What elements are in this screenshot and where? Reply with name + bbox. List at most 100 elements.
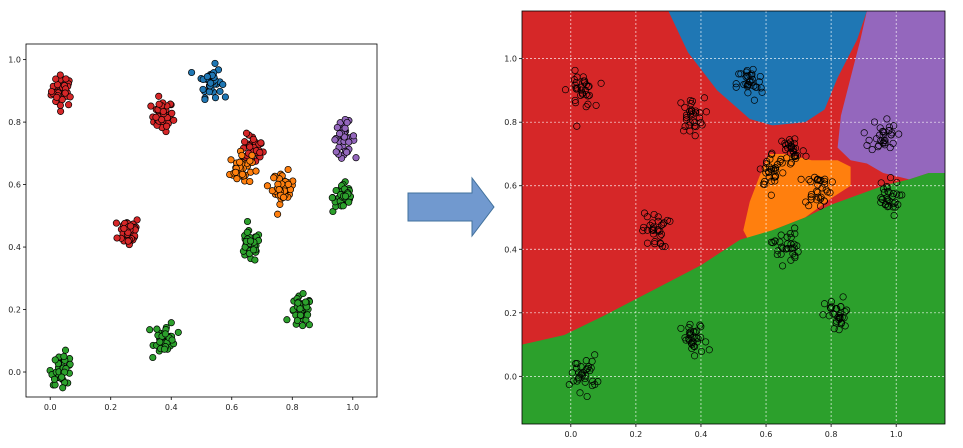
data-point <box>127 223 133 229</box>
data-point <box>154 326 160 332</box>
data-point <box>60 385 66 391</box>
x-tick-label: 0.8 <box>825 430 838 439</box>
y-tick-label: 0.0 <box>8 368 21 377</box>
data-point <box>61 353 67 359</box>
data-point <box>257 149 263 155</box>
x-tick-label: 0.4 <box>695 430 708 439</box>
data-point <box>295 300 301 306</box>
y-tick-label: 0.2 <box>8 306 21 315</box>
data-point <box>343 149 349 155</box>
data-point <box>150 354 156 360</box>
data-point <box>329 195 335 201</box>
x-tick-label: 1.0 <box>346 403 359 412</box>
data-point <box>207 80 213 86</box>
decision-regions-layer <box>522 11 945 424</box>
x-tick-label: 0.2 <box>630 430 643 439</box>
data-point <box>157 339 163 345</box>
data-point <box>237 159 243 165</box>
y-tick-label: 0.6 <box>8 181 21 190</box>
data-point <box>217 88 223 94</box>
data-point <box>274 211 280 217</box>
data-point <box>59 374 65 380</box>
data-point <box>63 76 69 82</box>
data-point <box>253 168 259 174</box>
data-point <box>334 124 340 130</box>
data-point <box>342 193 348 199</box>
data-point <box>212 95 218 101</box>
data-point <box>232 169 238 175</box>
data-point <box>353 155 359 161</box>
y-tick-label: 0.8 <box>504 118 517 127</box>
x-tick-label: 0.6 <box>225 403 238 412</box>
data-point <box>285 181 291 187</box>
data-point <box>156 101 162 107</box>
data-point <box>300 290 306 296</box>
data-point <box>147 327 153 333</box>
data-point <box>244 218 250 224</box>
data-point <box>346 139 352 145</box>
data-point <box>51 376 57 382</box>
data-point <box>114 235 120 241</box>
data-point <box>344 119 350 125</box>
data-point <box>241 139 247 145</box>
data-point <box>153 114 159 120</box>
data-point <box>62 347 68 353</box>
data-point <box>200 86 206 92</box>
data-point <box>53 76 59 82</box>
x-tick-label: 0.0 <box>564 430 577 439</box>
y-tick-label: 0.6 <box>504 182 517 191</box>
data-point <box>239 171 245 177</box>
data-point <box>280 194 286 200</box>
data-point <box>212 60 218 66</box>
data-point <box>243 130 249 136</box>
data-point <box>299 322 305 328</box>
data-point <box>350 133 356 139</box>
data-point <box>168 320 174 326</box>
right-x-axis: 0.0 0.2 0.4 0.6 0.8 1.0 <box>564 424 902 439</box>
y-tick-label: 1.0 <box>504 55 517 64</box>
data-point <box>57 108 63 114</box>
data-point <box>220 81 226 87</box>
data-point <box>113 220 119 226</box>
data-point <box>222 94 228 100</box>
x-tick-label: 0.6 <box>760 430 773 439</box>
left-x-axis: 0.0 0.2 0.4 0.6 0.8 1.0 <box>44 397 359 412</box>
y-tick-label: 0.4 <box>504 245 517 254</box>
x-tick-label: 0.8 <box>286 403 299 412</box>
data-point <box>252 257 258 263</box>
data-point <box>271 175 277 181</box>
data-point <box>250 247 256 253</box>
data-point <box>332 137 338 143</box>
data-point <box>244 229 250 235</box>
right-arrow-icon <box>408 178 494 236</box>
data-point <box>204 73 210 79</box>
data-point <box>169 110 175 116</box>
data-point <box>65 102 71 108</box>
data-point <box>54 94 60 100</box>
y-tick-label: 0.8 <box>8 118 21 127</box>
x-tick-label: 1.0 <box>890 430 903 439</box>
data-point <box>121 225 127 231</box>
data-point <box>285 166 291 172</box>
y-tick-label: 0.4 <box>8 243 21 252</box>
right-y-axis: 0.0 0.2 0.4 0.6 0.8 1.0 <box>504 55 522 382</box>
data-point <box>206 89 212 95</box>
data-point <box>247 178 253 184</box>
left-plot-background <box>26 44 377 397</box>
y-tick-label: 0.2 <box>504 309 517 318</box>
data-point <box>340 203 346 209</box>
x-tick-label: 0.0 <box>44 403 57 412</box>
data-point <box>336 130 342 136</box>
y-tick-label: 0.0 <box>504 372 517 381</box>
data-point <box>304 312 310 318</box>
x-tick-label: 0.4 <box>165 403 178 412</box>
data-point <box>67 94 73 100</box>
data-point <box>239 152 245 158</box>
data-point <box>163 123 169 129</box>
data-point <box>125 238 131 244</box>
left-y-axis: 0.00.20.40.60.81.0 <box>8 56 26 377</box>
data-point <box>169 337 175 343</box>
data-point <box>250 136 256 142</box>
data-point <box>48 88 54 94</box>
